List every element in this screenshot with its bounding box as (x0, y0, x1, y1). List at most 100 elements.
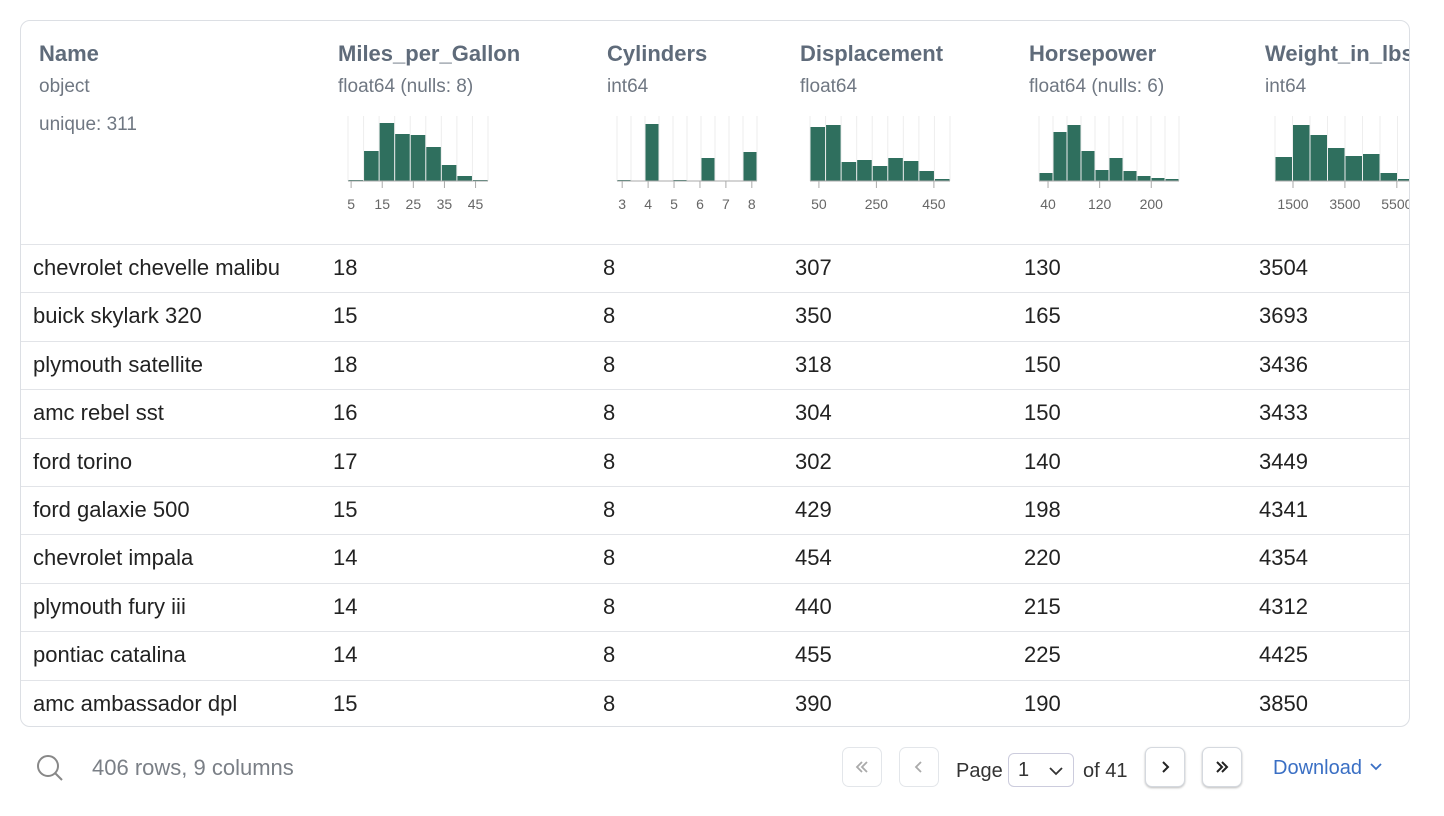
column-dtype: float64 (nulls: 8) (338, 76, 474, 97)
page-select[interactable]: 1 (1008, 753, 1074, 787)
prev-page-button[interactable] (899, 747, 939, 787)
table-cell: 8 (603, 642, 616, 668)
row-divider (21, 631, 1409, 633)
next-page-button[interactable] (1145, 747, 1185, 787)
hist-tick-label: 250 (865, 196, 889, 212)
column-unique: unique: 311 (39, 114, 137, 135)
column-dtype: object (39, 76, 90, 97)
table-cell: 3504 (1259, 255, 1308, 280)
hist-bar (441, 165, 457, 181)
first-page-button[interactable] (842, 747, 882, 787)
table-cell: 3850 (1259, 690, 1308, 716)
last-page-button[interactable] (1202, 747, 1242, 787)
table-cell: 198 (1024, 497, 1061, 522)
table-cell: 14 (333, 642, 358, 668)
column-dtype: int64 (607, 76, 649, 97)
table-cell: 8 (603, 497, 616, 522)
hist-bar (934, 179, 950, 181)
table-cell: 8 (603, 400, 616, 426)
table-cell: 8 (603, 448, 616, 474)
column-name: Horsepower (1029, 41, 1157, 66)
table-cell: 8 (603, 593, 616, 619)
hist-bar (810, 127, 826, 181)
page-number: 1 (1018, 759, 1030, 781)
table-cell: 8 (603, 303, 616, 329)
table-cell: 8 (603, 351, 616, 377)
table-cell: 4312 (1259, 593, 1308, 619)
table-cell: 15 (333, 690, 358, 716)
hist-bar (857, 160, 872, 181)
hist-tick-label: 8 (748, 196, 756, 212)
table-cell: 390 (795, 690, 832, 716)
hist-bar (841, 162, 857, 181)
column-name: Cylinders (607, 41, 708, 66)
row-divider (21, 486, 1409, 487)
table-cell: 302 (795, 448, 832, 474)
table-cell: 150 (1024, 351, 1061, 377)
table-cell: 17 (333, 448, 358, 474)
table-cell: 4354 (1259, 545, 1308, 571)
hist-tick-label: 5500 (1381, 196, 1410, 212)
column-dtype: int64 (1265, 76, 1307, 97)
table-cell: 16 (333, 400, 358, 426)
table-cell: 3436 (1259, 351, 1308, 377)
row-divider (21, 437, 1409, 439)
hist-bar (645, 124, 659, 181)
table-cell: 350 (795, 303, 832, 329)
table-cell: 4341 (1259, 497, 1308, 522)
page-count: of 41 (1083, 760, 1128, 782)
hist-bar (1380, 173, 1397, 181)
column-dtype: float64 (nulls: 6) (1029, 76, 1165, 97)
table-cell: 8 (603, 690, 616, 716)
hist-bar (457, 176, 472, 181)
column-name: Miles_per_Gallon (338, 41, 521, 66)
download-button[interactable]: Download (1273, 757, 1384, 780)
table-cell: 440 (795, 593, 832, 619)
table-cell: buick skylark 320 (33, 303, 202, 329)
hist-bar (1165, 179, 1179, 181)
hist-bar (1275, 157, 1292, 181)
hist-bar (410, 135, 426, 181)
hist-bar (903, 161, 919, 181)
hist-tick-label: 35 (437, 196, 453, 212)
histogram: 50 250 450 (809, 116, 951, 212)
row-summary: 406 rows, 9 columns (92, 755, 294, 780)
hist-bar (1151, 178, 1165, 181)
table-cell: 3693 (1259, 303, 1308, 329)
column-name: Displacement (800, 41, 944, 66)
hist-bar (888, 158, 903, 181)
hist-tick-label: 45 (468, 196, 484, 212)
hist-bar (379, 123, 395, 181)
table-cell: amc ambassador dpl (33, 690, 238, 716)
row-divider (21, 534, 1409, 536)
hist-tick-label: 5 (347, 196, 355, 212)
table-cell: plymouth satellite (33, 351, 203, 377)
hist-bar (743, 152, 757, 181)
histogram: 5 15 25 35 45 (347, 116, 489, 212)
table-cell: chevrolet impala (33, 545, 194, 571)
hist-tick-label: 1500 (1277, 196, 1308, 212)
page-label: Page (956, 760, 1003, 782)
hist-bar (872, 166, 888, 181)
hist-bar (1095, 170, 1109, 181)
table-cell: 18 (333, 255, 358, 280)
hist-tick-label: 15 (374, 196, 390, 212)
hist-bar (1345, 156, 1362, 181)
column-name: Name (39, 41, 99, 66)
header-divider (21, 244, 1409, 245)
hist-bar (1363, 154, 1380, 181)
hist-tick-label: 40 (1040, 196, 1056, 212)
hist-tick-label: 120 (1088, 196, 1112, 212)
search-icon[interactable] (34, 752, 66, 784)
table-cell: pontiac catalina (33, 642, 186, 668)
table-cell: 220 (1024, 545, 1061, 571)
download-chevron (1370, 763, 1382, 771)
hist-bar (1123, 171, 1137, 181)
hist-bar (364, 151, 379, 181)
histogram: 1500 3500 5500 (1274, 116, 1410, 212)
hist-bar (1081, 151, 1095, 181)
hist-bar (1137, 176, 1151, 181)
table-cell: 215 (1024, 593, 1061, 619)
